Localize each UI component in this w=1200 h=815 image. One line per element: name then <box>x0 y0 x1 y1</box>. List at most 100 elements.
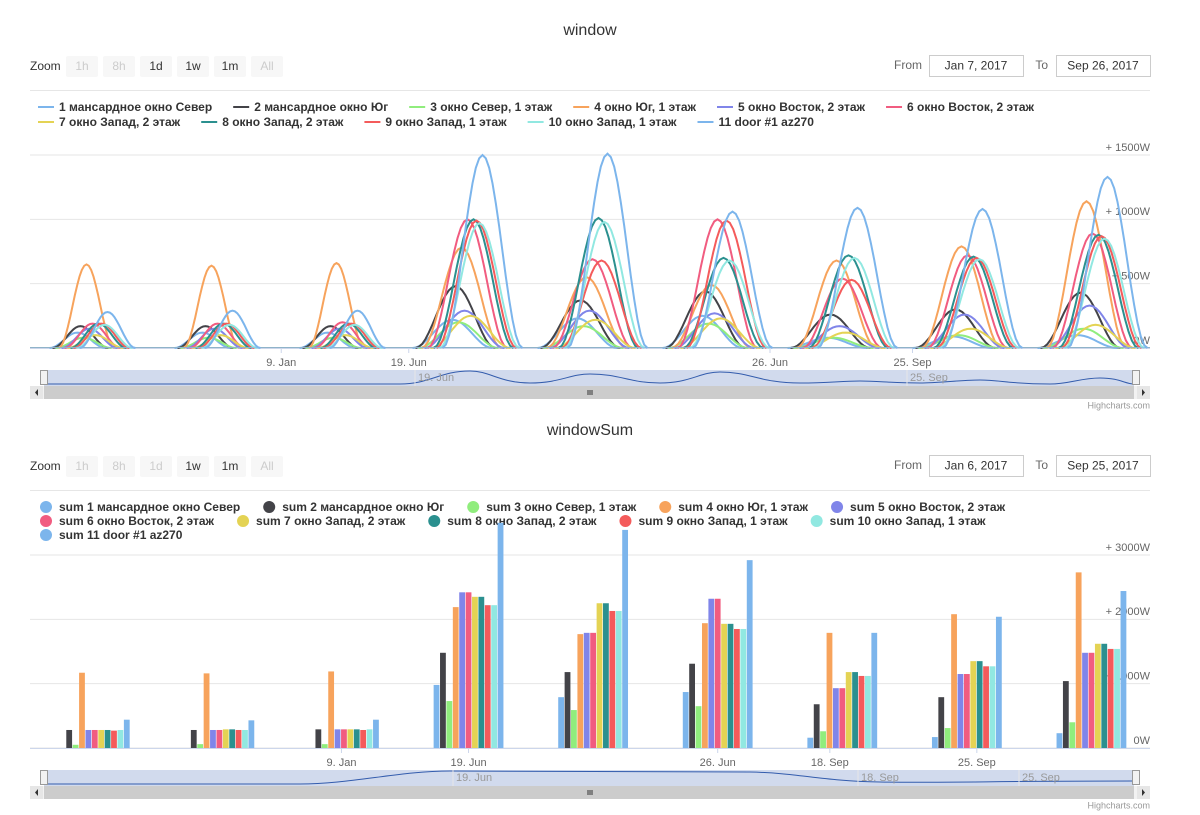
legend-label[interactable]: sum 1 мансардное окно Север <box>59 500 240 514</box>
legend-label[interactable]: 5 окно Восток, 2 этаж <box>738 100 866 114</box>
legend-item[interactable]: sum 6 окно Восток, 2 этаж <box>40 514 215 528</box>
legend-symbol[interactable] <box>659 501 672 513</box>
range-button[interactable]: 1w <box>177 456 209 477</box>
legend-symbol[interactable] <box>263 501 276 513</box>
navigator-handle[interactable] <box>40 770 48 785</box>
legend-label[interactable]: sum 3 окно Север, 1 этаж <box>486 500 637 514</box>
legend-item[interactable]: 7 окно Запад, 2 этаж <box>38 115 181 129</box>
legend-item[interactable]: sum 8 окно Запад, 2 этаж <box>428 514 597 528</box>
legend-label[interactable]: 3 окно Север, 1 этаж <box>430 100 553 114</box>
to-date[interactable]: Sep 25, 2017 <box>1067 459 1139 473</box>
credits[interactable]: Highcharts.com <box>1087 800 1150 810</box>
scrollbar-thumb[interactable] <box>44 786 1134 799</box>
legend-item[interactable]: sum 11 door #1 az270 <box>40 528 183 542</box>
legend-label[interactable]: 10 окно Запад, 1 этаж <box>549 115 677 129</box>
navigator-handle[interactable] <box>1132 770 1140 785</box>
legend-item[interactable]: sum 9 окно Запад, 1 этаж <box>619 514 788 528</box>
from-input[interactable] <box>929 455 1024 477</box>
legend-label[interactable]: sum 6 окно Восток, 2 этаж <box>59 514 215 528</box>
range-button[interactable]: 1m <box>214 56 246 77</box>
legend-label[interactable]: sum 4 окно Юг, 1 этаж <box>678 500 808 514</box>
to-input[interactable] <box>1056 55 1151 77</box>
range-button-label[interactable]: 1d <box>149 59 162 73</box>
range-button[interactable]: 1m <box>214 456 246 477</box>
to-date[interactable]: Sep 26, 2017 <box>1067 59 1139 73</box>
bar <box>321 744 328 748</box>
legend-label[interactable]: 4 окно Юг, 1 этаж <box>594 100 696 114</box>
legend-label[interactable]: 11 door #1 az270 <box>718 115 814 129</box>
legend-item[interactable]: 8 окно Запад, 2 этаж <box>201 115 344 129</box>
range-button-label[interactable]: 1w <box>185 459 201 473</box>
from-input[interactable] <box>929 55 1024 77</box>
legend-item[interactable]: 10 окно Запад, 1 этаж <box>527 115 677 129</box>
series-line <box>796 259 877 349</box>
legend-label[interactable]: 1 мансардное окно Север <box>59 100 212 114</box>
legend-label[interactable]: sum 7 окно Запад, 2 этаж <box>256 514 406 528</box>
legend-label[interactable]: 6 окно Восток, 2 этаж <box>907 100 1035 114</box>
range-button-label[interactable]: 1m <box>222 59 239 73</box>
to-input[interactable] <box>1056 455 1151 477</box>
legend-item[interactable]: sum 2 мансардное окно Юг <box>263 500 444 514</box>
legend-symbol[interactable] <box>619 515 632 527</box>
legend-item[interactable]: sum 10 окно Запад, 1 этаж <box>810 514 986 528</box>
range-button-bg[interactable] <box>214 56 246 77</box>
bar <box>1094 643 1101 748</box>
range-button-bg[interactable] <box>214 456 246 477</box>
legend-item[interactable]: sum 7 окно Запад, 2 этаж <box>237 514 406 528</box>
legend-label[interactable]: sum 5 окно Восток, 2 этаж <box>850 500 1006 514</box>
legend-symbol[interactable] <box>40 515 52 527</box>
range-button-label[interactable]: 1m <box>222 459 239 473</box>
legend-label[interactable]: sum 2 мансардное окно Юг <box>282 500 444 514</box>
legend-label[interactable]: 2 мансардное окно Юг <box>254 100 388 114</box>
credits[interactable]: Highcharts.com <box>1087 400 1150 410</box>
legend-item[interactable]: sum 3 окно Север, 1 этаж <box>467 500 637 514</box>
navigator-handle[interactable] <box>1132 370 1140 385</box>
series-line <box>177 325 234 349</box>
range-button-bg[interactable] <box>177 56 209 77</box>
legend-item[interactable]: 4 окно Юг, 1 этаж <box>573 100 696 114</box>
legend-symbol[interactable] <box>40 529 52 541</box>
range-button-bg[interactable] <box>140 56 172 77</box>
legend-label[interactable]: 8 окно Запад, 2 этаж <box>222 115 344 129</box>
legend-symbol[interactable] <box>810 515 823 527</box>
legend-symbol[interactable] <box>831 501 844 513</box>
range-button-label[interactable]: 1w <box>185 59 201 73</box>
bar <box>242 729 248 748</box>
range-button[interactable]: 1d <box>140 56 172 77</box>
legend-label[interactable]: 7 окно Запад, 2 этаж <box>59 115 181 129</box>
legend-item[interactable]: 6 окно Восток, 2 этаж <box>886 100 1035 114</box>
bar <box>98 729 105 748</box>
legend-item[interactable]: 1 мансардное окно Север <box>38 100 212 114</box>
legend-item[interactable]: sum 5 окно Восток, 2 этаж <box>831 500 1006 514</box>
legend-symbol[interactable] <box>428 515 441 527</box>
legend-item[interactable]: sum 1 мансардное окно Север <box>40 500 240 514</box>
legend-label[interactable]: sum 8 окно Запад, 2 этаж <box>447 514 597 528</box>
bar <box>609 610 616 748</box>
scrollbar-thumb[interactable] <box>44 386 1134 399</box>
legend-item[interactable]: 9 окно Запад, 1 этаж <box>364 115 507 129</box>
legend-symbol[interactable] <box>40 501 52 513</box>
legend-label[interactable]: sum 9 окно Запад, 1 этаж <box>638 514 788 528</box>
legend-label[interactable]: sum 10 окно Запад, 1 этаж <box>830 514 986 528</box>
range-button-label: 1h <box>75 59 88 73</box>
legend-item[interactable]: sum 4 окно Юг, 1 этаж <box>659 500 809 514</box>
y-tick-label: + 2000W <box>1106 606 1151 618</box>
legend-label[interactable]: sum 11 door #1 az270 <box>59 528 183 542</box>
legend-label[interactable]: 9 окно Запад, 1 этаж <box>385 115 507 129</box>
range-button-bg[interactable] <box>177 456 209 477</box>
legend-item[interactable]: 11 door #1 az270 <box>697 115 814 129</box>
series-line <box>441 153 524 349</box>
from-date[interactable]: Jan 7, 2017 <box>945 59 1008 73</box>
bar <box>85 729 92 748</box>
navigator-handle[interactable] <box>40 370 48 385</box>
legend-symbol[interactable] <box>237 515 250 527</box>
legend-item[interactable]: 2 мансардное окно Юг <box>233 100 388 114</box>
legend-symbol[interactable] <box>467 501 480 513</box>
range-button[interactable]: 1w <box>177 56 209 77</box>
bar <box>721 623 727 748</box>
legend-item[interactable]: 3 окно Север, 1 этаж <box>409 100 553 114</box>
legend-item[interactable]: 5 окно Восток, 2 этаж <box>717 100 866 114</box>
navigator-series <box>44 770 1135 785</box>
bar <box>472 596 478 748</box>
from-date[interactable]: Jan 6, 2017 <box>945 459 1008 473</box>
